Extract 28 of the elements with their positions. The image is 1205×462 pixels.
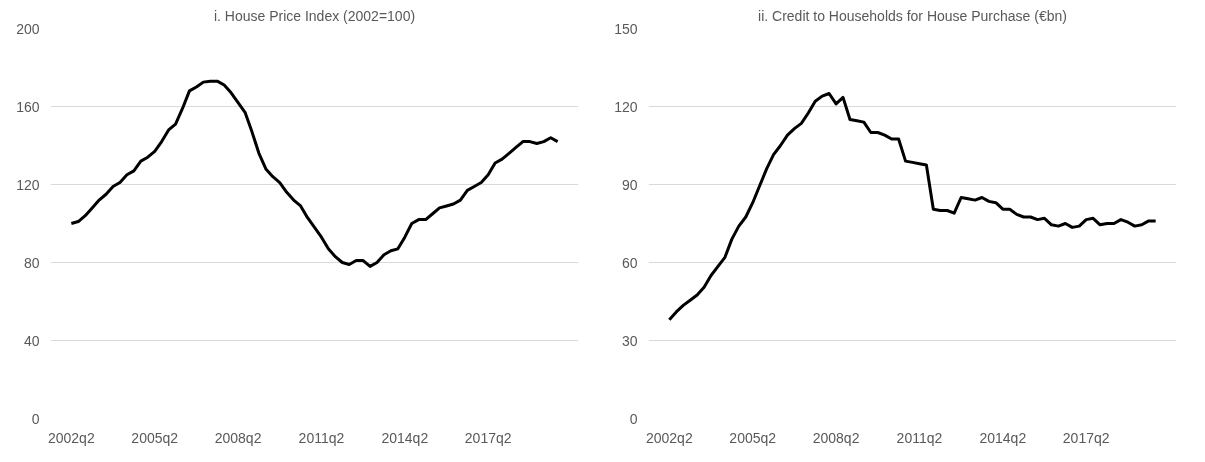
y-tick-label: 60 bbox=[621, 254, 638, 271]
x-tick-label: 2002q2 bbox=[47, 429, 95, 446]
y-tick-label: 90 bbox=[621, 176, 638, 193]
y-tick-label: 150 bbox=[614, 20, 638, 37]
line-series bbox=[69, 79, 560, 268]
x-tick-label: 2017q2 bbox=[1062, 429, 1110, 446]
y-tick-label: 200 bbox=[16, 20, 40, 37]
x-tick-label: 2008q2 bbox=[812, 429, 860, 446]
x-tick-label: 2002q2 bbox=[645, 429, 693, 446]
x-tick-label: 2017q2 bbox=[464, 429, 512, 446]
y-tick-label: 120 bbox=[16, 176, 40, 193]
x-tick-label: 2014q2 bbox=[381, 429, 429, 446]
chart-title: ii. Credit to Households for House Purchase (€bn) bbox=[758, 7, 1067, 24]
y-tick-label: 120 bbox=[614, 98, 638, 115]
x-tick-label: 2005q2 bbox=[131, 429, 179, 446]
x-tick-label: 2005q2 bbox=[729, 429, 777, 446]
y-tick-label: 80 bbox=[23, 254, 40, 271]
x-tick-label: 2014q2 bbox=[979, 429, 1027, 446]
x-tick-label: 2011q2 bbox=[298, 429, 345, 446]
y-tick-label: 160 bbox=[16, 98, 40, 115]
x-tick-label: 2011q2 bbox=[896, 429, 943, 446]
y-tick-label: 40 bbox=[23, 332, 40, 349]
chart-title: i. House Price Index (2002=100) bbox=[213, 7, 416, 24]
y-tick-label: 30 bbox=[621, 332, 638, 349]
x-tick-label: 2008q2 bbox=[214, 429, 262, 446]
y-tick-label: 0 bbox=[31, 410, 40, 427]
line-series bbox=[667, 92, 1158, 322]
y-tick-label: 0 bbox=[629, 410, 638, 427]
